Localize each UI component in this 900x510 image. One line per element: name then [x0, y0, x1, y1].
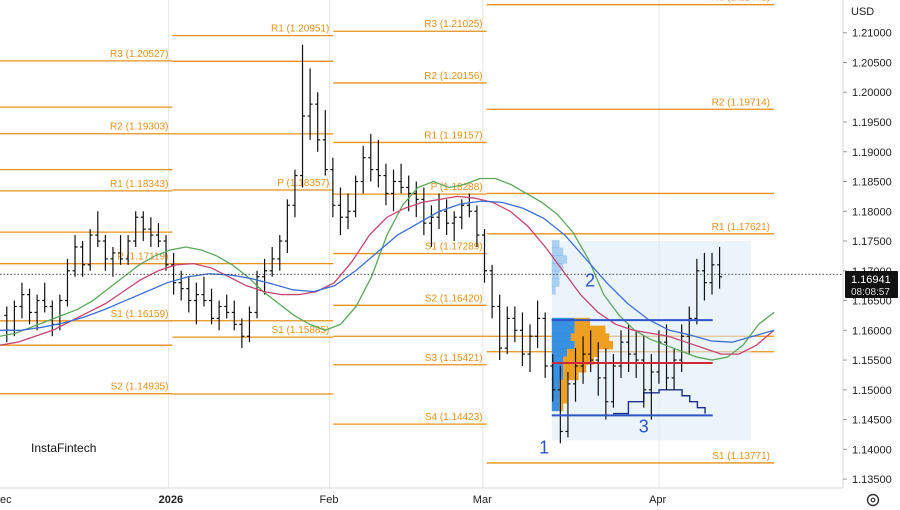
wave-labels: 1 2 3 — [539, 270, 649, 457]
pivot-label-28: R2 (1.19714) — [712, 97, 770, 108]
vp-orange-8 — [574, 325, 606, 334]
pivot-label-22: S1 (1.17289) — [425, 242, 483, 253]
vp-blue-6 — [551, 286, 556, 295]
ytick-label-15: 1.13500 — [852, 474, 892, 486]
ytick-label-12: 1.15000 — [852, 385, 892, 397]
ytick-label-10: 1.16000 — [852, 325, 892, 337]
pivot-label-10: R1 (1.20951) — [271, 24, 329, 35]
vp-blue-13 — [551, 364, 564, 373]
ytick-label-1: 1.20500 — [852, 57, 892, 69]
pivot-levels: R3 (1.20527) R2 (1.19303) R1 (1.18343) P (1… — [0, 0, 775, 464]
vp-orange-17 — [559, 395, 568, 404]
time-axis-labels: ec 2026 Feb Mar Apr — [0, 494, 667, 506]
ytick-label-9: 1.16500 — [852, 296, 892, 308]
pivot-label-29: R1 (1.17621) — [712, 222, 770, 233]
pivot-label-25: S4 (1.14423) — [425, 412, 483, 423]
vp-orange-16 — [559, 387, 568, 396]
price-badge-value: 1.16941 — [851, 274, 891, 286]
vp-blue-3 — [551, 263, 564, 272]
vp-blue-4 — [551, 270, 560, 280]
pivot-label-19: R2 (1.20156) — [424, 71, 482, 82]
vp-blue-2 — [551, 255, 568, 264]
xtick-label-0: ec — [0, 494, 12, 506]
zone-lines — [551, 319, 713, 417]
pivot-label-3: P (1.17119) — [117, 252, 168, 263]
price-badge — [845, 271, 898, 298]
time-axis-panel[interactable] — [0, 488, 843, 510]
price-axis-panel[interactable] — [843, 0, 900, 510]
ma-line-1 — [0, 195, 775, 355]
vp-blue-5 — [551, 278, 560, 287]
pivot-label-12: S1 (1.15885) — [272, 325, 330, 336]
vp-blue-0 — [551, 239, 560, 249]
pivot-label-20: R1 (1.19157) — [424, 130, 482, 141]
vp-blue-16 — [551, 387, 560, 396]
ytick-label-11: 1.15500 — [852, 355, 892, 367]
vp-orange-18 — [559, 402, 564, 412]
pivot-label-24: S3 (1.15421) — [425, 353, 483, 364]
gear-icon[interactable] — [866, 493, 880, 507]
ytick-label-14: 1.14000 — [852, 444, 892, 456]
vp-blue-12 — [551, 356, 564, 365]
vp-blue-17 — [551, 395, 560, 404]
pivot-label-4: S1 (1.16159) — [111, 309, 169, 320]
wave-label-2: 3 — [639, 417, 649, 437]
ytick-label-5: 1.18500 — [852, 177, 892, 189]
ma-line-2 — [0, 200, 775, 343]
vp-blue-8 — [551, 325, 575, 334]
ytick-label-13: 1.14500 — [852, 415, 892, 427]
outline-profile — [613, 389, 706, 415]
pivot-label-23: S2 (1.16420) — [425, 293, 483, 304]
price-axis-ticks: 1.21000 1.20500 1.20000 1.19500 1.19000 1.185… — [843, 28, 892, 486]
pivot-label-11: P (1.18357) — [277, 178, 329, 189]
ma-line-0 — [0, 177, 775, 361]
vp-blue-11 — [551, 348, 568, 358]
price-bars — [4, 44, 723, 444]
pivot-label-27: R3 (1.21471) — [712, 0, 770, 4]
vp-blue-15 — [551, 379, 560, 388]
vp-orange-14 — [563, 371, 579, 381]
vp-blue-9 — [551, 333, 571, 342]
vp-blue-18 — [551, 402, 560, 412]
ytick-label-4: 1.19000 — [852, 147, 892, 159]
wave-label-0: 1 — [539, 437, 549, 457]
xtick-label-4: Apr — [649, 494, 666, 506]
pivot-label-2: R1 (1.18343) — [110, 179, 168, 190]
watermark-text: InstaFintech — [31, 441, 96, 455]
watermark-bg — [26, 437, 102, 459]
vp-blue-10 — [551, 341, 575, 350]
vp-blue-14 — [551, 371, 564, 381]
pivot-label-5: S2 (1.14935) — [111, 382, 169, 393]
pivot-label-18: R3 (1.21025) — [424, 19, 482, 30]
moving-averages — [0, 177, 775, 361]
ytick-label-7: 1.17500 — [852, 236, 892, 248]
ytick-label-0: 1.21000 — [852, 28, 892, 40]
vp-orange-11 — [567, 348, 598, 358]
ytick-label-2: 1.20000 — [852, 87, 892, 99]
wave-label-1: 2 — [585, 270, 595, 290]
vp-orange-13 — [563, 364, 587, 373]
vp-orange-12 — [563, 356, 594, 365]
price-badge-timer: 08:08:57 — [851, 287, 890, 298]
currency-label: USD — [851, 6, 874, 18]
xtick-label-3: Mar — [473, 494, 492, 506]
ytick-label-3: 1.19500 — [852, 117, 892, 129]
vp-blue-1 — [551, 247, 564, 256]
xtick-label-1: 2026 — [159, 494, 183, 506]
vp-orange-10 — [574, 341, 614, 350]
ytick-label-6: 1.18000 — [852, 206, 892, 218]
pivot-label-31: S1 (1.13771) — [712, 451, 770, 462]
pivot-label-1: R2 (1.19303) — [110, 122, 168, 133]
xtick-label-2: Feb — [320, 494, 339, 506]
vp-orange-7 — [574, 317, 591, 327]
pivot-label-0: R3 (1.20527) — [110, 49, 168, 60]
vp-orange-15 — [559, 379, 568, 388]
vp-blue-7 — [551, 317, 575, 327]
pivot-label-21: P (1.18288) — [431, 182, 483, 193]
